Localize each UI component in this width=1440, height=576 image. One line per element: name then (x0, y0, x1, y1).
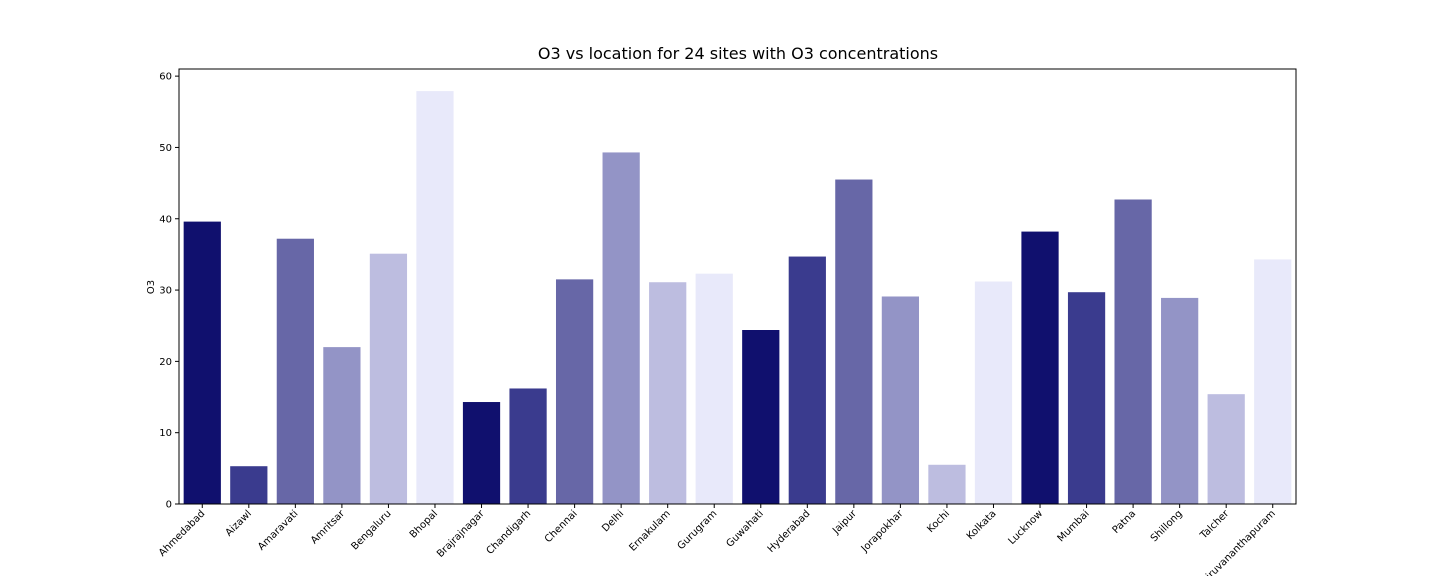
bar-delhi (602, 152, 640, 504)
bar-bengaluru (369, 253, 408, 504)
y-axis-label: O3 (146, 280, 157, 294)
y-tick-label: 50 (159, 143, 172, 154)
bar-talcher (1207, 394, 1245, 504)
bar-chandigarh (509, 388, 547, 504)
x-tick-label: Thiruvananthapuram (1195, 508, 1278, 576)
bar-shillong (1161, 297, 1199, 504)
x-tick-label: Jorapokhar (859, 508, 906, 555)
x-axis-ticks: Ahmedabad Aizawl Amaravati Amritsar Bengalur… (157, 504, 1278, 576)
bar-patna (1114, 199, 1152, 504)
bar-hyderabad (788, 256, 826, 504)
x-tick-label: Kolkata (965, 508, 999, 542)
x-tick-label: Jaipur (830, 508, 859, 537)
x-tick-label: Delhi (600, 508, 626, 534)
bar-brajrajnagar (462, 402, 501, 504)
bar-kolkata (974, 281, 1013, 504)
chart-title: O3 vs location for 24 sites with O3 conc… (538, 44, 938, 63)
x-tick-label: Ernakulam (627, 508, 672, 553)
bar-kochi (928, 464, 966, 504)
bars-group (183, 91, 1292, 505)
bar-amaravati (276, 238, 314, 504)
bar-ernakulam (649, 282, 687, 504)
x-tick-label: Patna (1111, 508, 1139, 536)
y-tick-label: 40 (159, 214, 172, 225)
plot-area-frame (178, 68, 1297, 505)
bar-gurugram (695, 273, 733, 504)
bar-jorapokhar (881, 296, 920, 504)
x-tick-label: Mumbai (1056, 508, 1092, 544)
x-tick-label: Amritsar (309, 508, 348, 547)
bar-ahmedabad (183, 221, 221, 504)
x-tick-label: Kochi (925, 508, 952, 535)
x-tick-label: Bhopal (408, 508, 440, 540)
x-tick-label: Ahmedabad (157, 508, 207, 558)
y-tick-label: 0 (166, 500, 172, 511)
y-tick-label: 60 (159, 72, 172, 83)
bar-lucknow (1021, 231, 1059, 505)
x-tick-label: Chandigarh (485, 508, 534, 557)
bar-chennai (555, 279, 594, 504)
x-tick-label: Hyderabad (766, 508, 813, 555)
x-tick-label: Bengaluru (349, 508, 393, 552)
x-tick-label: Lucknow (1006, 508, 1045, 547)
x-tick-label: Gurugram (676, 508, 720, 552)
x-tick-label: Brajrajnagar (435, 508, 487, 560)
y-axis-ticks: 0 10 20 30 40 50 60 (159, 72, 179, 511)
x-tick-label: Guwahati (724, 508, 765, 549)
bar-bhopal (416, 91, 454, 504)
y-tick-label: 10 (159, 428, 172, 439)
y-tick-label: 30 (159, 286, 172, 297)
x-tick-label: Talcher (1198, 508, 1232, 542)
x-tick-label: Aizawl (224, 508, 254, 538)
bar-jaipur (835, 179, 873, 505)
bar-thiruvananthapuram (1254, 259, 1292, 504)
x-tick-label: Chennai (543, 508, 580, 545)
bar-mumbai (1067, 292, 1106, 504)
x-tick-label: Shillong (1149, 508, 1185, 544)
y-tick-label: 20 (159, 357, 172, 368)
bar-amritsar (323, 347, 361, 504)
bar-guwahati (742, 330, 780, 504)
x-tick-label: Amaravati (256, 508, 300, 552)
bar-aizawl (230, 466, 268, 504)
